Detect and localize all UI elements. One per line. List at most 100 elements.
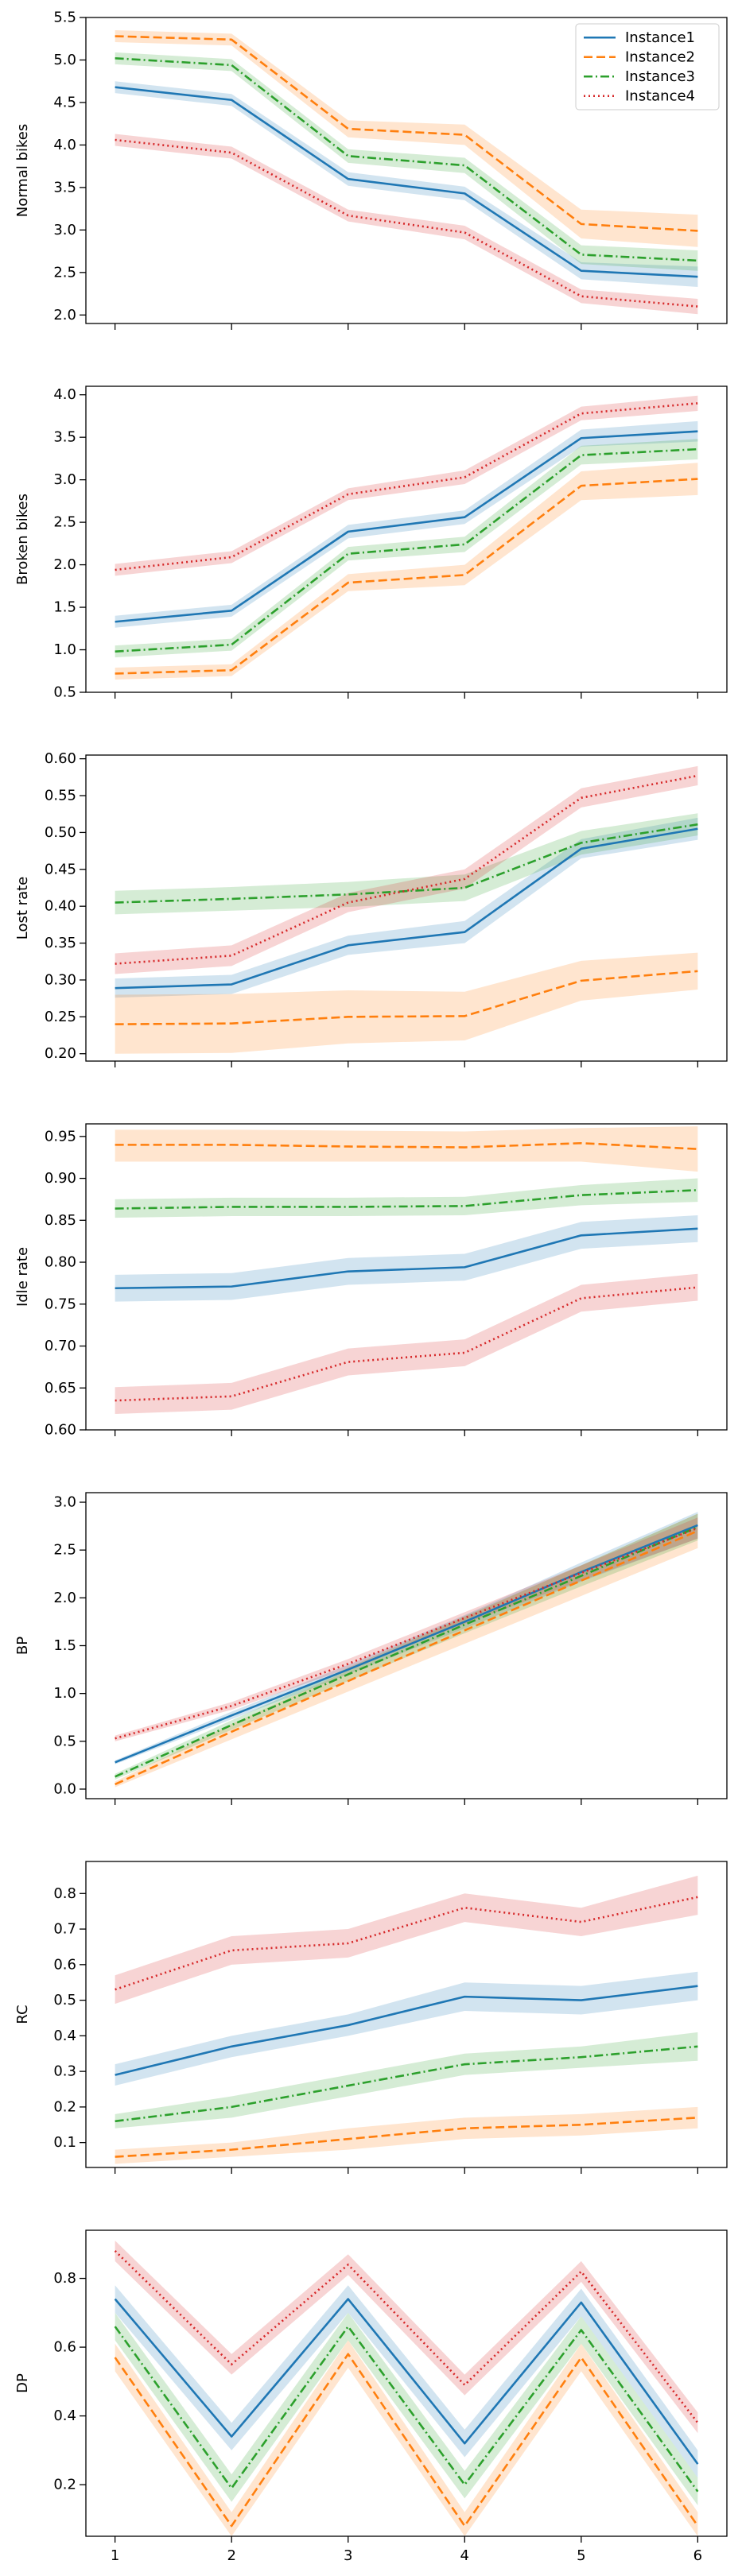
x-tick-label: 3 — [344, 2547, 352, 2564]
series-line-instance1 — [115, 827, 698, 990]
y-tick-label: 0.60 — [45, 1422, 76, 1439]
y-tick-label: 4.0 — [53, 137, 76, 153]
y-tick-label: 0.80 — [45, 1254, 76, 1271]
y-tick-label: 2.5 — [53, 1542, 76, 1559]
confidence-band-instance2 — [115, 463, 698, 680]
confidence-band-instance1 — [115, 817, 698, 998]
y-tick-label: 0.2 — [53, 2477, 76, 2493]
legend-label: Instance4 — [625, 87, 695, 104]
legend-label: Instance2 — [625, 48, 695, 65]
y-axis-label: DP — [14, 2373, 31, 2393]
y-tick-label: 4.0 — [53, 386, 76, 403]
subplot-3: 0.20 0.25 0.30 0.35 0.40 0.45 0.50 0.55 0.60 Lost… — [14, 750, 728, 1067]
y-tick-label: 0.65 — [45, 1380, 76, 1396]
legend-label: Instance1 — [625, 29, 695, 46]
series-line-instance3 — [115, 2045, 698, 2123]
series-line-instance1 — [115, 86, 698, 278]
y-tick-label: 0.70 — [45, 1338, 76, 1354]
y-tick-label: 1.5 — [53, 599, 76, 616]
subplot-4: 0.60 0.65 0.70 0.75 0.80 0.85 0.90 0.95 Idle rat… — [14, 1123, 728, 1439]
y-tick-label: 0.7 — [53, 1921, 76, 1938]
confidence-band-instance2 — [115, 2106, 698, 2164]
series-line-instance3 — [115, 447, 698, 653]
y-tick-label: 3.0 — [53, 1494, 76, 1511]
series-line-instance1 — [115, 1524, 698, 1764]
plot-area — [114, 2240, 699, 2536]
y-tick-label: 2.0 — [53, 556, 76, 573]
confidence-band-instance4 — [115, 1517, 698, 1741]
series-line-instance3 — [115, 1526, 698, 1778]
series-line-instance1 — [114, 2298, 699, 2465]
y-tick-label: 0.90 — [45, 1170, 76, 1187]
series-line-instance3 — [115, 57, 698, 262]
y-tick-label: 4.5 — [53, 94, 76, 110]
plot-area — [115, 765, 698, 1054]
y-tick-label: 0.4 — [53, 2028, 76, 2044]
subplot-7: 0.2 0.4 0.6 0.8 1 2 3 4 5 6 DP — [14, 2229, 728, 2564]
y-tick-label: 2.5 — [53, 264, 76, 281]
plot-area — [115, 395, 698, 680]
subplot-5: 0.0 0.5 1.0 1.5 2.0 2.5 3.0 BP — [14, 1492, 728, 1805]
y-tick-label: 0.75 — [45, 1296, 76, 1312]
subplot-1: 2.0 2.5 3.0 3.5 4.0 4.5 5.0 5.5 Normal bikes Inst… — [14, 10, 728, 330]
y-tick-label: 0.35 — [45, 935, 76, 951]
legend-label: Instance3 — [625, 68, 695, 85]
y-axis-label: Normal bikes — [14, 124, 31, 218]
series-line-instance4 — [115, 1527, 698, 1740]
series-line-instance1 — [115, 430, 698, 623]
y-tick-label: 0.5 — [53, 1733, 76, 1749]
confidence-band-instance4 — [115, 1875, 698, 2005]
y-tick-label: 0.25 — [45, 1009, 76, 1025]
y-tick-label: 0.0 — [53, 1780, 76, 1797]
confidence-band-instance1 — [115, 1512, 698, 1764]
y-tick-label: 0.55 — [45, 788, 76, 804]
y-tick-label: 3.0 — [53, 471, 76, 488]
series-line-instance2 — [115, 478, 698, 675]
y-tick-label: 0.6 — [53, 1956, 76, 1973]
y-tick-label: 0.5 — [53, 684, 76, 701]
y-tick-label: 1.0 — [53, 1685, 76, 1702]
y-tick-label: 3.5 — [53, 429, 76, 446]
y-tick-label: 2.5 — [53, 514, 76, 531]
confidence-band-instance2 — [115, 952, 698, 1054]
x-tick-label: 2 — [227, 2547, 235, 2564]
plot-area — [115, 1512, 698, 1788]
y-tick-label: 0.30 — [45, 971, 76, 988]
y-tick-label: 1.5 — [53, 1637, 76, 1654]
series-line-instance4 — [115, 1896, 698, 1991]
axes-frame — [85, 385, 728, 693]
y-tick-label: 0.4 — [53, 2407, 76, 2424]
series-line-instance1 — [115, 1227, 698, 1290]
series-line-instance2 — [115, 35, 698, 232]
series-line-instance3 — [115, 1189, 698, 1210]
y-tick-label: 2.0 — [53, 307, 76, 323]
confidence-band-instance3 — [115, 1178, 698, 1218]
y-tick-label: 0.95 — [45, 1128, 76, 1145]
y-tick-label: 0.8 — [53, 2270, 76, 2287]
confidence-band-instance4 — [115, 1273, 698, 1414]
plot-area — [115, 30, 698, 315]
confidence-band-instance4 — [115, 765, 698, 974]
confidence-band-instance2 — [115, 1126, 698, 1172]
y-tick-label: 0.8 — [53, 1885, 76, 1902]
y-tick-label: 5.5 — [53, 10, 76, 26]
confidence-band-instance3 — [115, 2032, 698, 2129]
y-tick-label: 0.40 — [45, 898, 76, 915]
confidence-band-instance1 — [115, 2285, 698, 2478]
y-tick-label: 1.0 — [53, 641, 76, 658]
y-tick-label: 0.3 — [53, 2063, 76, 2080]
y-tick-label: 3.0 — [53, 222, 76, 238]
x-tick-label: 5 — [577, 2547, 585, 2564]
confidence-band-instance1 — [115, 1214, 698, 1302]
x-tick-label: 4 — [460, 2547, 469, 2564]
y-axis-label: BP — [14, 1637, 31, 1655]
series-line-instance2 — [115, 1141, 698, 1150]
y-axis-label: RC — [14, 2005, 31, 2024]
y-tick-label: 0.85 — [45, 1212, 76, 1229]
y-axis-label: Lost rate — [14, 877, 31, 939]
axes-frame — [85, 17, 728, 324]
series-line-instance4 — [115, 774, 698, 965]
subplot-6: 0.1 0.2 0.3 0.4 0.5 0.6 0.7 0.8 RC — [14, 1861, 728, 2174]
series-line-instance4 — [115, 1286, 698, 1402]
